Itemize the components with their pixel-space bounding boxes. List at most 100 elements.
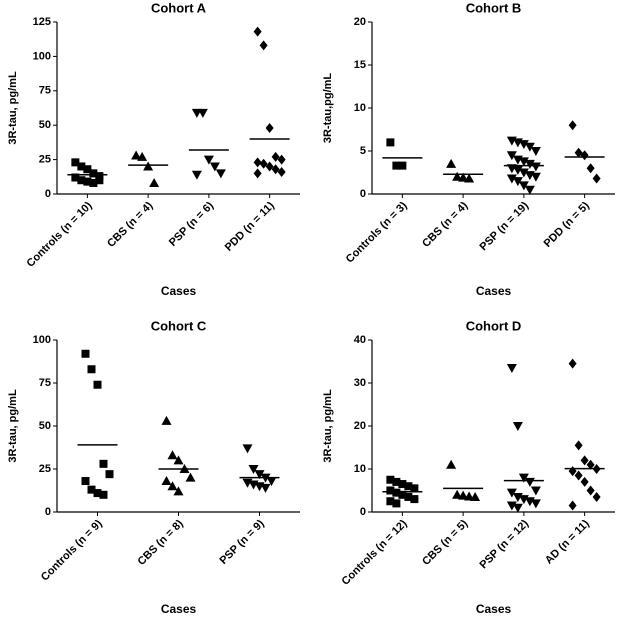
point bbox=[99, 459, 108, 468]
point bbox=[506, 363, 517, 373]
point bbox=[203, 155, 214, 165]
y-axis-label: 3R-tau,pg/mL bbox=[322, 73, 334, 144]
point bbox=[93, 380, 102, 389]
y-tick-label: 100 bbox=[33, 334, 51, 346]
point bbox=[215, 169, 226, 179]
point bbox=[386, 497, 395, 506]
point bbox=[87, 485, 96, 494]
point bbox=[470, 491, 481, 501]
x-axis-label: Cases bbox=[161, 284, 197, 298]
x-tick-label: CBS (n = 4) bbox=[105, 199, 155, 249]
point bbox=[452, 489, 463, 499]
panel-title: Cohort B bbox=[466, 0, 522, 15]
point bbox=[404, 492, 413, 501]
point bbox=[512, 177, 523, 187]
y-tick-label: 40 bbox=[354, 334, 366, 346]
point bbox=[161, 476, 172, 486]
point bbox=[512, 503, 523, 513]
point bbox=[518, 168, 529, 178]
point bbox=[167, 481, 178, 491]
point bbox=[506, 488, 517, 498]
x-tick-label: PSP (n = 12) bbox=[478, 517, 532, 571]
x-tick-label: AD (n = 11) bbox=[543, 517, 592, 566]
x-tick-label: CBS (n = 8) bbox=[135, 517, 185, 567]
point bbox=[410, 484, 419, 493]
point bbox=[518, 181, 529, 191]
point bbox=[580, 150, 589, 161]
point bbox=[506, 174, 517, 184]
x-axis-label: Cases bbox=[476, 284, 512, 298]
point bbox=[586, 459, 595, 470]
point bbox=[265, 161, 274, 172]
point bbox=[253, 168, 262, 179]
point bbox=[512, 422, 523, 431]
y-tick-label: 100 bbox=[33, 50, 51, 62]
point bbox=[574, 440, 583, 451]
panel-title: Cohort D bbox=[466, 318, 522, 333]
point bbox=[209, 162, 220, 172]
point bbox=[586, 163, 595, 174]
point bbox=[518, 473, 529, 483]
point bbox=[83, 165, 92, 174]
point bbox=[506, 151, 517, 161]
panel: Cohort A 3R-tau, pg/mL Cases 0 25 50 75 100 125 C… bbox=[7, 0, 300, 298]
point bbox=[77, 162, 86, 171]
y-tick-label: 50 bbox=[39, 119, 51, 131]
point bbox=[530, 486, 541, 496]
point bbox=[161, 415, 172, 425]
point bbox=[95, 176, 104, 185]
panel: Cohort C 3R-tau, pg/mL Cases 0 25 50 75 100 Cont… bbox=[7, 318, 300, 616]
point bbox=[568, 358, 577, 369]
x-tick-label: CBS (n = 4) bbox=[420, 199, 470, 249]
y-tick-label: 0 bbox=[45, 506, 51, 518]
point bbox=[89, 178, 98, 187]
y-tick-label: 75 bbox=[39, 85, 51, 97]
point bbox=[524, 185, 535, 195]
x-tick-label: Controls (n = 3) bbox=[344, 199, 410, 265]
y-axis-label: 3R-tau, pg/mL bbox=[7, 389, 19, 463]
x-tick-label: PSP (n = 9) bbox=[217, 517, 266, 566]
point bbox=[452, 171, 463, 181]
point bbox=[518, 140, 529, 150]
point bbox=[446, 459, 457, 469]
point bbox=[386, 486, 395, 495]
point bbox=[173, 486, 184, 496]
point bbox=[265, 122, 274, 133]
point bbox=[524, 477, 535, 487]
y-tick-label: 0 bbox=[45, 188, 51, 200]
point bbox=[512, 165, 523, 175]
point bbox=[254, 470, 265, 480]
x-tick-label: CBS (n = 5) bbox=[420, 517, 470, 567]
point bbox=[586, 485, 595, 496]
point bbox=[592, 173, 601, 184]
point bbox=[77, 176, 86, 185]
point bbox=[260, 483, 271, 493]
point bbox=[259, 158, 268, 169]
y-tick-label: 75 bbox=[39, 377, 51, 389]
y-tick-label: 30 bbox=[354, 377, 366, 389]
x-tick-label: Controls (n = 9) bbox=[39, 517, 105, 583]
point bbox=[99, 490, 108, 499]
y-tick-label: 25 bbox=[39, 463, 51, 475]
y-tick-label: 15 bbox=[354, 59, 366, 71]
point bbox=[446, 158, 457, 168]
y-axis-label: 3R-tau, pg/mL bbox=[7, 71, 19, 145]
y-tick-label: 0 bbox=[360, 506, 366, 518]
point bbox=[93, 489, 102, 498]
point bbox=[131, 150, 142, 160]
point bbox=[410, 495, 419, 504]
point bbox=[277, 154, 286, 165]
point bbox=[191, 170, 202, 180]
point bbox=[386, 138, 395, 147]
point bbox=[253, 26, 262, 37]
point bbox=[458, 490, 469, 500]
point bbox=[248, 465, 259, 474]
x-tick-label: Controls (n = 12) bbox=[339, 517, 409, 587]
point bbox=[392, 161, 401, 170]
y-tick-label: 125 bbox=[33, 16, 51, 28]
point bbox=[518, 157, 529, 167]
point bbox=[398, 480, 407, 489]
point bbox=[81, 477, 90, 486]
y-tick-label: 20 bbox=[354, 16, 366, 28]
point bbox=[568, 120, 577, 131]
